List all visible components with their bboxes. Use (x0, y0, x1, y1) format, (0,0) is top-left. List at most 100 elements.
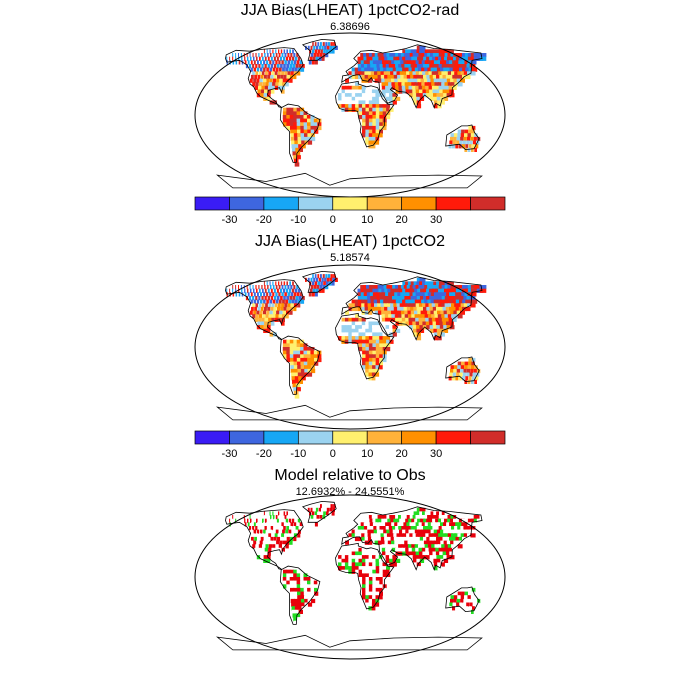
data-cell (370, 526, 375, 531)
data-cell (424, 60, 430, 65)
data-cell (362, 107, 367, 112)
data-cell (465, 606, 469, 611)
data-cell (362, 580, 367, 585)
data-cell (372, 125, 377, 131)
data-cell (264, 306, 267, 312)
data-cell (360, 518, 365, 523)
data-cell (264, 285, 266, 290)
data-cell (316, 515, 320, 520)
colorbar-swatch (297, 196, 334, 211)
data-cell (265, 82, 269, 87)
data-cell (344, 555, 349, 560)
data-cell (373, 529, 378, 534)
data-cell (424, 522, 430, 527)
data-cell (442, 74, 448, 80)
data-cell (412, 89, 417, 94)
data-cell (335, 45, 338, 50)
data-cell (320, 281, 323, 286)
data-cell (253, 529, 256, 534)
data-cell (403, 285, 409, 290)
data-cell (424, 515, 430, 520)
data-cell (299, 522, 303, 527)
data-cell (331, 49, 335, 54)
data-cell (309, 518, 313, 523)
data-cell (290, 591, 295, 596)
data-cell (365, 129, 370, 134)
data-cell (474, 147, 477, 152)
data-cell (389, 93, 394, 98)
data-cell (409, 325, 414, 330)
data-cell (465, 529, 471, 534)
data-cell (290, 303, 294, 308)
data-cell (367, 303, 372, 308)
data-cell (437, 82, 443, 87)
data-cell (389, 299, 394, 304)
data-cell (413, 306, 418, 312)
data-cell (317, 584, 322, 589)
data-cell (466, 136, 471, 142)
data-cell (235, 515, 237, 520)
data-cell (460, 533, 466, 538)
data-cell (272, 522, 275, 527)
data-cell (431, 314, 436, 319)
data-cell (298, 379, 303, 384)
data-cell (277, 306, 281, 312)
data-cell (260, 60, 262, 65)
data-cell (413, 526, 419, 531)
data-cell (466, 64, 473, 69)
data-cell (379, 566, 384, 571)
data-cell (440, 60, 446, 65)
data-cell (322, 42, 325, 47)
data-cell (413, 562, 418, 567)
data-cell (456, 602, 460, 607)
data-cell (379, 115, 384, 120)
data-cell (281, 89, 285, 94)
data-cell (382, 336, 387, 341)
colorbar-label: 30 (430, 214, 442, 226)
data-cell (301, 606, 306, 611)
data-cell (381, 56, 386, 61)
data-cell (249, 64, 252, 69)
data-cell (290, 129, 295, 134)
data-cell (368, 361, 373, 366)
data-cell (296, 122, 301, 127)
data-cell (303, 125, 308, 131)
data-cell (289, 577, 294, 582)
data-cell (351, 306, 356, 312)
data-cell (413, 558, 418, 563)
data-cell (408, 529, 414, 534)
data-cell (408, 89, 414, 94)
data-cell (368, 89, 373, 94)
data-cell (421, 285, 427, 290)
data-cell (397, 310, 402, 315)
data-cell (244, 60, 247, 65)
data-cell (449, 536, 454, 542)
data-cell (433, 96, 438, 101)
data-cell (263, 511, 265, 516)
data-cell (384, 310, 389, 315)
data-cell (389, 332, 394, 337)
data-cell (385, 292, 390, 297)
data-cell (435, 317, 440, 322)
data-cell (419, 89, 424, 94)
data-cell (344, 93, 349, 98)
data-cell (324, 277, 327, 282)
data-cell (428, 317, 434, 322)
data-cell (263, 292, 266, 297)
data-cell (426, 518, 432, 523)
data-cell (293, 53, 296, 58)
data-cell (279, 56, 282, 61)
data-cell (269, 522, 272, 527)
data-cell (382, 526, 387, 531)
data-cell (386, 53, 391, 58)
data-cell (379, 577, 384, 582)
data-cell (391, 60, 396, 65)
data-cell (269, 511, 271, 516)
data-cell (463, 296, 469, 301)
data-cell (432, 551, 437, 556)
data-cell (258, 64, 261, 69)
data-cell (389, 529, 394, 534)
data-cell (290, 595, 295, 600)
data-cell (261, 533, 265, 538)
data-cell (390, 533, 395, 538)
